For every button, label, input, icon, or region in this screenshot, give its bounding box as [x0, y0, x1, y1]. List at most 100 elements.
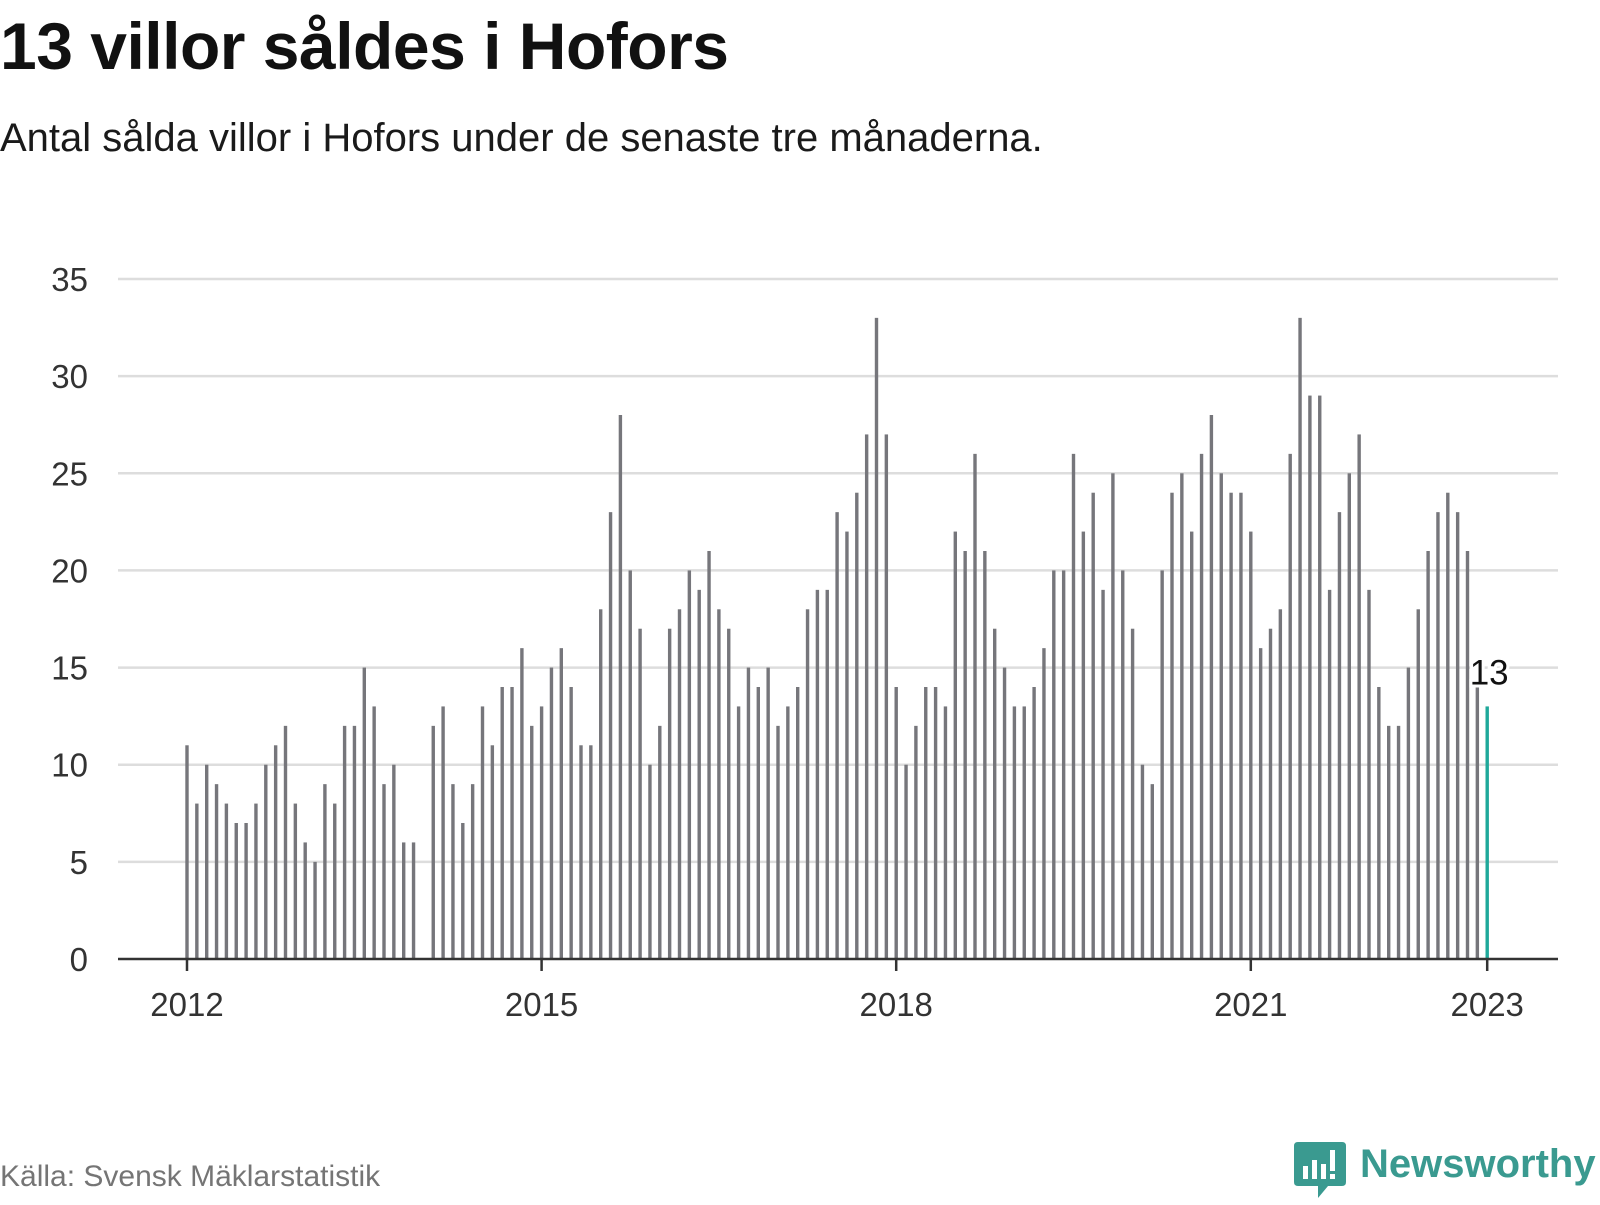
bar	[687, 570, 692, 959]
bar	[973, 453, 977, 959]
bar	[1465, 551, 1470, 959]
bar	[776, 725, 780, 959]
bar	[480, 706, 485, 959]
bar	[815, 589, 820, 959]
bar	[234, 823, 238, 959]
bar	[1268, 628, 1273, 959]
y-axis-labels: 0 5 10 15 20 25 30 35	[51, 261, 88, 978]
bar	[1377, 687, 1381, 959]
bar	[411, 842, 416, 959]
x-tick-label: 2021	[1214, 986, 1287, 1023]
bar	[195, 803, 199, 959]
bar	[628, 570, 632, 959]
newsworthy-logo-text: Newsworthy	[1360, 1142, 1596, 1186]
bar	[1219, 473, 1223, 959]
bar	[254, 803, 258, 959]
bar	[727, 628, 731, 959]
bar-chart: 0 5 10 15 20 25 30 35 2012 2015 2018 2021 2023 13	[51, 261, 1558, 1023]
bar	[1455, 512, 1460, 959]
bar	[697, 589, 701, 959]
bar	[667, 628, 672, 959]
bar	[579, 745, 583, 959]
bar	[1278, 609, 1283, 959]
bar	[470, 784, 475, 959]
bar	[333, 803, 337, 959]
bar	[933, 687, 938, 959]
bar	[1081, 531, 1086, 959]
bar	[549, 667, 554, 959]
y-tick-label: 10	[51, 747, 88, 784]
bar	[717, 609, 721, 959]
bar	[1071, 453, 1076, 959]
bar	[1387, 725, 1391, 959]
bar	[520, 648, 524, 959]
bar	[1416, 609, 1420, 959]
chart-subtitle: Antal sålda villor i Hofors under de sen…	[0, 116, 1043, 160]
bar	[1199, 453, 1204, 959]
bar	[904, 764, 908, 959]
y-tick-label: 25	[51, 455, 88, 492]
bar	[1446, 492, 1450, 959]
x-tick-label: 2023	[1450, 986, 1523, 1023]
chart-title: 13 villor såldes i Hofors	[0, 9, 729, 83]
bar	[599, 609, 603, 959]
bar	[648, 764, 652, 959]
bar	[953, 531, 957, 959]
bar	[510, 687, 514, 959]
bar	[825, 589, 829, 959]
bar	[283, 725, 288, 959]
highlight-annotation: 13	[1467, 650, 1512, 695]
bar	[392, 764, 396, 959]
bar	[766, 667, 770, 959]
bar	[658, 725, 662, 959]
x-axis: 2012 2015 2018 2021 2023	[118, 957, 1558, 1023]
bar	[1367, 589, 1371, 959]
bar	[461, 823, 465, 959]
highlight-value-label: 13	[1470, 653, 1509, 692]
bar	[559, 648, 563, 959]
bar	[530, 725, 534, 959]
bar	[1121, 570, 1125, 959]
bar	[1111, 473, 1115, 959]
bar	[855, 492, 859, 959]
bar	[441, 706, 445, 959]
bar-highlight	[1485, 706, 1489, 959]
bar	[805, 609, 810, 959]
source-note: Källa: Svensk Mäklarstatistik	[0, 1160, 381, 1193]
bar	[1140, 764, 1145, 959]
bar	[1308, 395, 1312, 960]
bar	[1239, 492, 1243, 959]
bar	[1190, 531, 1194, 959]
bar	[490, 745, 495, 959]
bar	[874, 317, 879, 959]
bar	[963, 551, 967, 959]
bar	[1150, 784, 1154, 959]
newsworthy-logo: Newsworthy	[1290, 1140, 1600, 1200]
bar	[884, 434, 889, 959]
bar	[342, 725, 347, 959]
bar	[1032, 687, 1036, 959]
bar	[1298, 317, 1302, 959]
bar	[736, 706, 741, 959]
bar	[303, 842, 307, 959]
bar	[756, 687, 760, 959]
bar	[1229, 492, 1233, 959]
bar	[569, 687, 573, 959]
bar	[864, 434, 869, 959]
bar	[451, 784, 455, 959]
bar	[431, 725, 435, 959]
bar	[1061, 570, 1066, 959]
bar	[845, 531, 849, 959]
bar	[1002, 667, 1007, 959]
bar	[1130, 628, 1135, 959]
bar	[1318, 395, 1322, 960]
bar	[1396, 725, 1401, 959]
bar	[608, 512, 613, 959]
bar	[313, 861, 317, 959]
bar	[796, 687, 800, 959]
bar	[1475, 687, 1480, 959]
bar	[1022, 706, 1026, 959]
y-tick-label: 35	[51, 261, 88, 298]
bar	[273, 745, 278, 959]
bar	[382, 784, 386, 959]
